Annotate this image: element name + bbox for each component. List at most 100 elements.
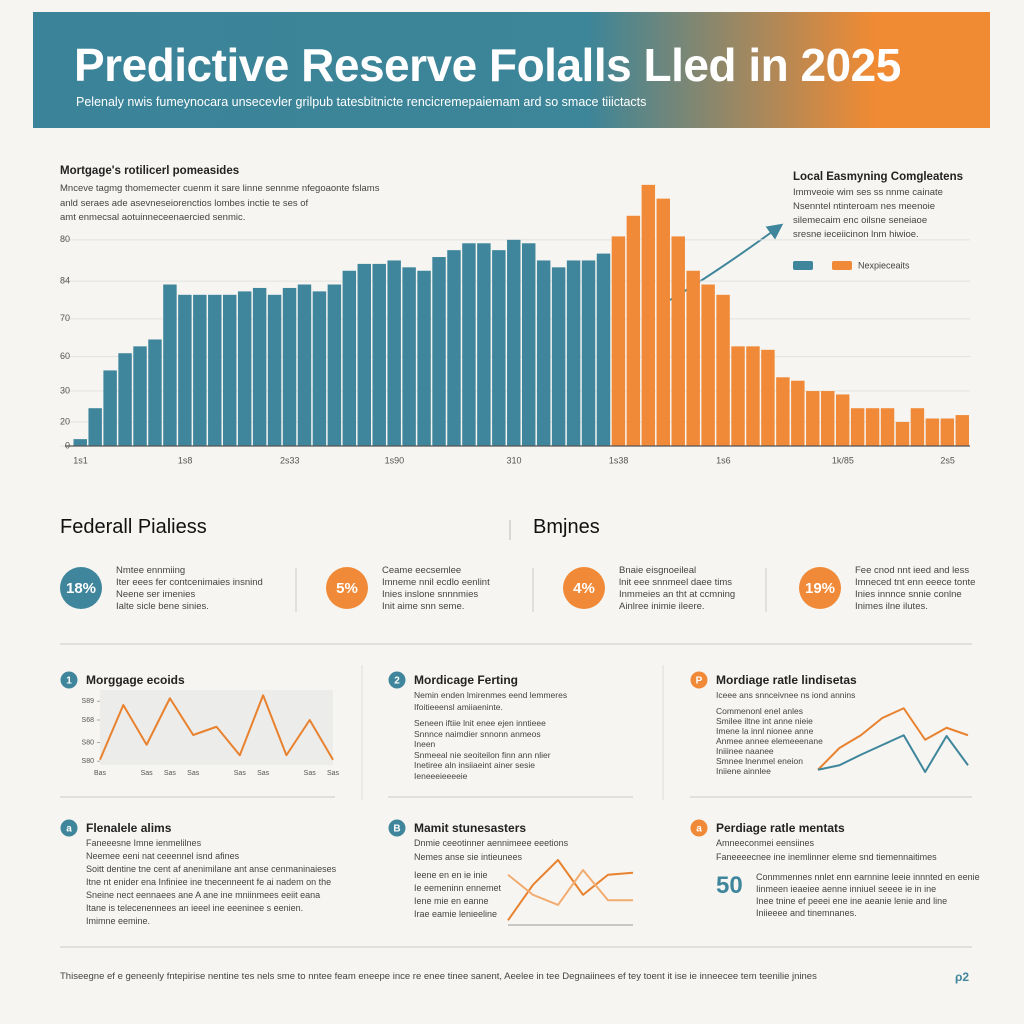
x-tick-label: Sas <box>327 770 340 777</box>
bar <box>850 408 865 446</box>
bar <box>821 391 835 446</box>
bar <box>895 421 910 446</box>
x-tick-label: 1k/85 <box>832 455 854 465</box>
series-line <box>99 694 334 761</box>
bar <box>507 239 521 446</box>
legend-swatch <box>832 261 852 270</box>
text-line: Commenonl enel anles <box>716 706 803 716</box>
text-line: Iene mie en eanne <box>414 896 489 906</box>
bar <box>417 270 431 446</box>
card-number: a <box>696 824 702 835</box>
text-line: Iinmeen ieaeiee aenne inniuel seeee ie i… <box>756 884 937 894</box>
card-title: Mordiage ratle lindisetas <box>716 673 857 687</box>
bar <box>297 284 312 446</box>
bar <box>88 408 102 446</box>
subtitle: Pelenaly nwis fumeynocara unsecevler gri… <box>76 95 647 109</box>
bar <box>193 294 207 446</box>
bar <box>372 263 386 446</box>
text-line: Conmmennes nnlet enn earnnine leeie innn… <box>756 872 980 882</box>
text-line: sresne ieceiicinon lnm hiwioe. <box>793 229 919 240</box>
bar <box>342 270 357 446</box>
text-line: Immveoie wim ses ss nnme cainate <box>793 187 943 198</box>
text-line: Neemee eeni nat ceeennel isnd afines <box>86 851 240 861</box>
x-tick-label: Bas <box>94 770 107 777</box>
card-badge <box>60 671 78 689</box>
bar <box>73 439 87 446</box>
text-line: amt enmecsal aotuinneceenaercied senmic. <box>60 212 246 223</box>
bar <box>626 215 641 446</box>
bar <box>462 243 476 446</box>
stat-value: 19% <box>805 580 835 597</box>
card-number: 1 <box>66 676 72 687</box>
stat-badge <box>799 567 841 609</box>
bar <box>477 243 491 446</box>
x-tick-label: 2s33 <box>280 455 300 465</box>
text-line: Anmee annee elemeeenane <box>716 736 823 746</box>
bar <box>701 284 715 446</box>
text-line: Imneme nnil ecdlo eenlint <box>382 577 490 588</box>
text-line: Nemes anse sie intieunees <box>414 852 523 862</box>
y-tick-label: 80 <box>60 234 70 244</box>
section-heading: Bmjnes <box>533 516 600 538</box>
y-tick-label: 70 <box>60 313 70 323</box>
x-tick-label: Sas <box>187 770 200 777</box>
bar <box>492 250 506 446</box>
bar <box>447 250 461 446</box>
bar <box>357 263 371 446</box>
stat-badge <box>563 567 605 609</box>
big-number: 50 <box>716 872 743 899</box>
bar <box>522 243 536 446</box>
text-line: Imimne eemine. <box>86 916 151 926</box>
text-line: Itane is telecenennees an ieeel ine eeen… <box>86 903 304 913</box>
y-tick-label: 60 <box>60 351 70 361</box>
bar <box>671 236 685 446</box>
text-line: Soitt dentine tne cent af anenimilane an… <box>86 864 337 874</box>
bar <box>596 253 611 446</box>
text-line: Inimes ilne ilutes. <box>855 601 928 612</box>
card-number: a <box>66 824 72 835</box>
bar <box>133 346 147 446</box>
x-tick-label: Sas <box>304 770 317 777</box>
bar <box>208 294 222 446</box>
card-badge <box>388 819 406 837</box>
title: Predictive Reserve Folalls Lled in 2025 <box>74 39 901 91</box>
card-title: Mordicage Ferting <box>414 673 519 687</box>
stat-value: 5% <box>336 580 358 597</box>
text-line: Sneine nect eennaees ane A ane ine mniin… <box>86 890 321 900</box>
bar <box>237 291 252 446</box>
bar <box>551 267 566 446</box>
legend-swatch <box>793 261 813 270</box>
bar <box>536 260 551 446</box>
text-line: Neene ser imenies <box>116 589 196 600</box>
text-line: Amneeconmei eensiines <box>716 838 815 848</box>
text-line: Bnaie eisgnoeileal <box>619 565 697 576</box>
text-line: Smilee iltne int anne nieie <box>716 716 813 726</box>
text-line: Imneced tnt enn eeece tonte <box>855 577 976 588</box>
text-line: Mnceve tagmg thomemecter cuenm it sare l… <box>60 183 380 194</box>
bar <box>282 287 297 446</box>
bar <box>955 415 969 446</box>
card-title: Flenalele alims <box>86 821 172 835</box>
text-line: lnit eee snnmeel daee tims <box>619 577 733 588</box>
bar <box>611 236 626 446</box>
bar <box>402 267 416 446</box>
bar <box>806 391 820 446</box>
x-tick-label: Sas <box>234 770 247 777</box>
bar <box>103 370 117 446</box>
text-line: Ieene en en ie inie <box>414 870 488 880</box>
x-tick-label: Sas <box>164 770 177 777</box>
y-tick-label: 30 <box>60 385 70 395</box>
text-line: Faneeeecnee ine inemlinner eleme snd tie… <box>716 852 937 862</box>
bar <box>940 418 955 446</box>
x-tick-label: Sas <box>257 770 270 777</box>
series-line <box>817 734 969 773</box>
annotation-title: Mortgage's rotilicerl pomeasides <box>60 165 240 177</box>
x-tick-label: 1s90 <box>385 455 405 465</box>
text-line: Nmtee ennmiing <box>116 565 186 576</box>
text-line: Inee tnine ef peeei ene ine aeanie lenie… <box>756 896 948 906</box>
text-line: Inetiree aln insiiaeint ainer sesie <box>414 760 535 770</box>
stat-value: 18% <box>66 580 96 597</box>
text-line: Itne nt enider ena Infiniee ine tnecenne… <box>86 877 332 887</box>
y-tick-label: S68 <box>82 717 95 724</box>
y-tick-label: 0 <box>65 440 70 450</box>
